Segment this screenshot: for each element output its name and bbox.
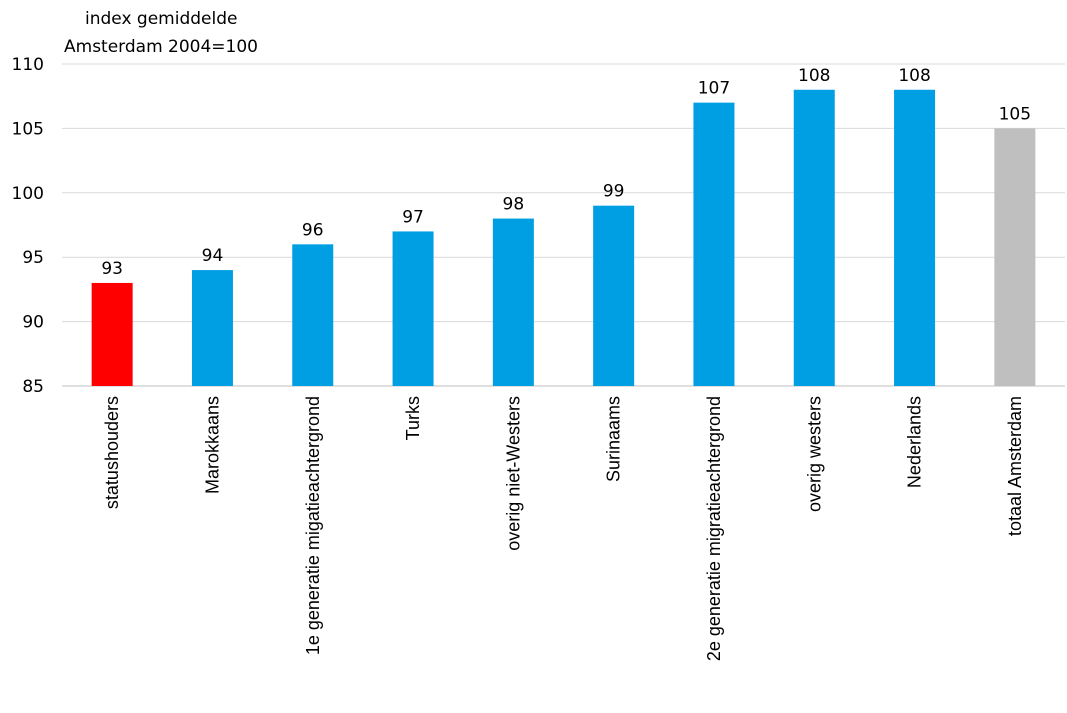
bar — [593, 205, 635, 386]
bar — [693, 102, 735, 386]
category-label: Surinaams — [604, 396, 624, 482]
category-label: overig niet-Westers — [503, 396, 523, 551]
data-label: 105 — [999, 104, 1031, 124]
bar — [292, 244, 334, 386]
category-label: totaal Amsterdam — [1005, 396, 1025, 536]
y-tick-label: 110 — [12, 55, 44, 75]
bar — [191, 270, 233, 386]
bar — [392, 231, 434, 386]
bars — [91, 89, 1036, 386]
category-label: Turks — [403, 396, 423, 440]
category-label: 1e generatie migatieachtergrond — [303, 396, 323, 655]
data-label: 99 — [603, 182, 625, 202]
data-label: 108 — [798, 66, 830, 86]
data-label: 96 — [302, 220, 324, 240]
data-label: 98 — [503, 195, 525, 215]
y-axis-label-line-2: Amsterdam 2004=100 — [64, 37, 258, 57]
data-label: 93 — [101, 259, 123, 279]
data-label: 97 — [402, 207, 424, 227]
bar — [994, 128, 1036, 386]
y-tick-label: 85 — [22, 377, 44, 397]
y-tick-label: 100 — [12, 184, 44, 204]
data-label: 108 — [898, 66, 930, 86]
y-tick-label: 105 — [12, 119, 44, 139]
bar — [91, 282, 133, 386]
bar — [894, 89, 936, 386]
category-labels: statushouders Marokkaans 1e generatie miga… — [102, 396, 1025, 661]
y-axis-ticks: 85 90 95 100 105 110 — [12, 55, 44, 397]
y-tick-label: 90 — [22, 313, 44, 333]
category-label: statushouders — [102, 396, 122, 509]
data-labels: 93 94 96 97 98 99 107 108 108 105 — [101, 66, 1031, 279]
category-label: Marokkaans — [202, 396, 222, 494]
data-label: 94 — [202, 246, 224, 266]
data-label: 107 — [698, 79, 730, 99]
y-tick-label: 95 — [22, 248, 44, 268]
bar — [492, 218, 534, 386]
category-label: 2e generatie migratieachtergrond — [704, 396, 724, 661]
bar — [793, 89, 835, 386]
category-label: Nederlands — [905, 396, 925, 488]
y-axis-label-line-1: index gemiddelde — [85, 9, 237, 29]
category-label: overig westers — [804, 396, 824, 512]
